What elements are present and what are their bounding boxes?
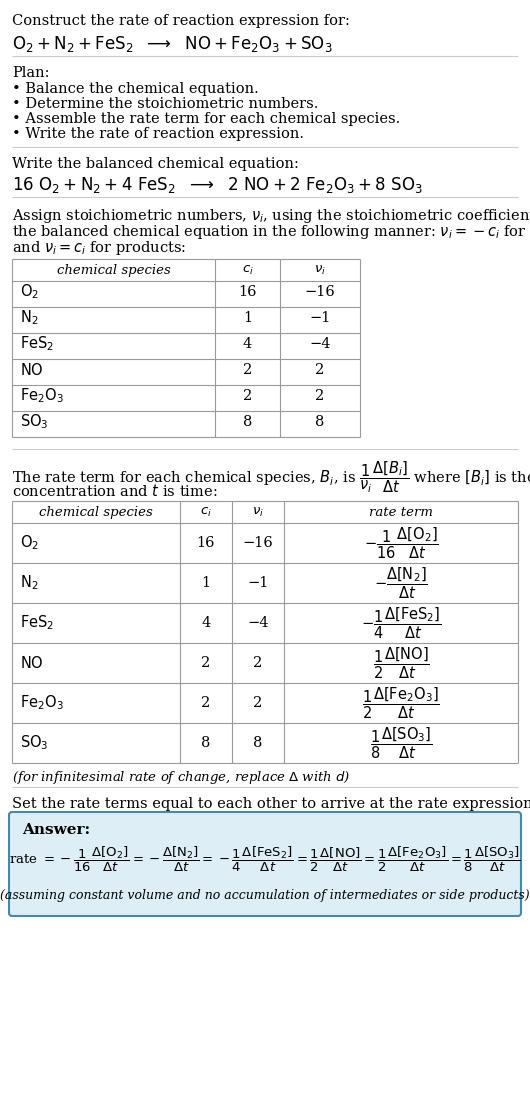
Text: $\mathsf{16 \ O_2 + N_2 + 4 \ FeS_2 \ \ \longrightarrow \ \ 2 \ NO + 2 \ Fe_2O_3: $\mathsf{16 \ O_2 + N_2 + 4 \ FeS_2 \ \ … <box>12 175 423 195</box>
Text: $\mathsf{Fe_2O_3}$: $\mathsf{Fe_2O_3}$ <box>20 387 64 406</box>
Text: rate $= -\dfrac{1}{16}\dfrac{\Delta[\mathsf{O_2}]}{\Delta t} = -\dfrac{\Delta[\m: rate $= -\dfrac{1}{16}\dfrac{\Delta[\mat… <box>9 845 521 874</box>
Text: $\mathsf{O_2 + N_2 + FeS_2 \ \ \longrightarrow \ \ NO + Fe_2O_3 + SO_3}$: $\mathsf{O_2 + N_2 + FeS_2 \ \ \longrigh… <box>12 34 332 54</box>
Text: 1: 1 <box>243 311 252 325</box>
Text: Construct the rate of reaction expression for:: Construct the rate of reaction expressio… <box>12 14 350 28</box>
Text: chemical species: chemical species <box>39 506 153 519</box>
Text: 16: 16 <box>197 536 215 550</box>
Text: −16: −16 <box>305 285 335 299</box>
Text: (for infinitesimal rate of change, replace $\Delta$ with $d$): (for infinitesimal rate of change, repla… <box>12 770 350 786</box>
Text: Plan:: Plan: <box>12 66 49 80</box>
Text: the balanced chemical equation in the following manner: $\nu_i = -c_i$ for react: the balanced chemical equation in the fo… <box>12 224 530 241</box>
Text: (assuming constant volume and no accumulation of intermediates or side products): (assuming constant volume and no accumul… <box>0 888 530 902</box>
Text: 4: 4 <box>243 337 252 351</box>
Text: $-\dfrac{1}{16}\dfrac{\Delta[\mathsf{O_2}]}{\Delta t}$: $-\dfrac{1}{16}\dfrac{\Delta[\mathsf{O_2… <box>364 525 438 560</box>
Text: $-\dfrac{\Delta[\mathsf{N_2}]}{\Delta t}$: $-\dfrac{\Delta[\mathsf{N_2}]}{\Delta t}… <box>374 565 428 600</box>
Text: and $\nu_i = c_i$ for products:: and $\nu_i = c_i$ for products: <box>12 239 187 257</box>
Text: 8: 8 <box>253 736 263 749</box>
Text: $\dfrac{1}{2}\dfrac{\Delta[\mathsf{Fe_2O_3}]}{\Delta t}$: $\dfrac{1}{2}\dfrac{\Delta[\mathsf{Fe_2O… <box>362 685 440 721</box>
Text: 1: 1 <box>201 576 210 590</box>
Text: Set the rate terms equal to each other to arrive at the rate expression:: Set the rate terms equal to each other t… <box>12 797 530 811</box>
Text: • Assemble the rate term for each chemical species.: • Assemble the rate term for each chemic… <box>12 112 400 126</box>
Text: The rate term for each chemical species, $B_i$, is $\dfrac{1}{\nu_i}\dfrac{\Delt: The rate term for each chemical species,… <box>12 459 530 495</box>
Text: 2: 2 <box>253 696 263 709</box>
Text: 2: 2 <box>253 656 263 671</box>
Text: $\nu_i$: $\nu_i$ <box>252 506 264 519</box>
Text: 8: 8 <box>201 736 211 749</box>
Text: 4: 4 <box>201 616 210 631</box>
Text: $\mathsf{NO}$: $\mathsf{NO}$ <box>20 655 43 671</box>
Text: 2: 2 <box>201 696 210 709</box>
Text: $\mathsf{SO_3}$: $\mathsf{SO_3}$ <box>20 413 49 431</box>
Text: $\nu_i$: $\nu_i$ <box>314 264 326 277</box>
Text: $\mathsf{Fe_2O_3}$: $\mathsf{Fe_2O_3}$ <box>20 694 64 713</box>
Text: $\mathsf{O_2}$: $\mathsf{O_2}$ <box>20 282 39 301</box>
Text: −4: −4 <box>248 616 269 631</box>
FancyBboxPatch shape <box>9 812 521 916</box>
Text: −1: −1 <box>310 311 331 325</box>
Text: 2: 2 <box>243 363 252 377</box>
Text: $-\dfrac{1}{4}\dfrac{\Delta[\mathsf{FeS_2}]}{\Delta t}$: $-\dfrac{1}{4}\dfrac{\Delta[\mathsf{FeS_… <box>361 605 441 641</box>
Text: Assign stoichiometric numbers, $\nu_i$, using the stoichiometric coefficients, $: Assign stoichiometric numbers, $\nu_i$, … <box>12 207 530 225</box>
Text: rate term: rate term <box>369 506 433 519</box>
Text: $\mathsf{NO}$: $\mathsf{NO}$ <box>20 363 43 378</box>
Text: −1: −1 <box>248 576 269 590</box>
Text: $c_i$: $c_i$ <box>242 264 253 277</box>
Text: • Determine the stoichiometric numbers.: • Determine the stoichiometric numbers. <box>12 97 319 111</box>
Text: $\dfrac{1}{8}\dfrac{\Delta[\mathsf{SO_3}]}{\Delta t}$: $\dfrac{1}{8}\dfrac{\Delta[\mathsf{SO_3}… <box>370 725 432 761</box>
Text: 2: 2 <box>243 389 252 403</box>
Text: −4: −4 <box>309 337 331 351</box>
Text: concentration and $t$ is time:: concentration and $t$ is time: <box>12 483 217 499</box>
Text: 16: 16 <box>238 285 257 299</box>
Text: $c_i$: $c_i$ <box>200 506 212 519</box>
Text: 2: 2 <box>315 389 324 403</box>
Text: • Write the rate of reaction expression.: • Write the rate of reaction expression. <box>12 127 304 141</box>
Text: Answer:: Answer: <box>22 823 90 837</box>
Text: 2: 2 <box>201 656 210 671</box>
Text: 8: 8 <box>315 415 325 429</box>
Text: 8: 8 <box>243 415 252 429</box>
Text: • Balance the chemical equation.: • Balance the chemical equation. <box>12 82 259 96</box>
Text: $\mathsf{N_2}$: $\mathsf{N_2}$ <box>20 574 39 593</box>
Text: $\mathsf{N_2}$: $\mathsf{N_2}$ <box>20 309 39 327</box>
Text: $\dfrac{1}{2}\dfrac{\Delta[\mathsf{NO}]}{\Delta t}$: $\dfrac{1}{2}\dfrac{\Delta[\mathsf{NO}]}… <box>373 645 429 681</box>
Text: $\mathsf{SO_3}$: $\mathsf{SO_3}$ <box>20 734 49 753</box>
Text: $\mathsf{O_2}$: $\mathsf{O_2}$ <box>20 534 39 553</box>
Text: chemical species: chemical species <box>57 264 170 277</box>
Text: $\mathsf{FeS_2}$: $\mathsf{FeS_2}$ <box>20 335 54 354</box>
Text: 2: 2 <box>315 363 324 377</box>
Text: $\mathsf{FeS_2}$: $\mathsf{FeS_2}$ <box>20 614 54 633</box>
Text: −16: −16 <box>243 536 273 550</box>
Text: Write the balanced chemical equation:: Write the balanced chemical equation: <box>12 157 299 171</box>
